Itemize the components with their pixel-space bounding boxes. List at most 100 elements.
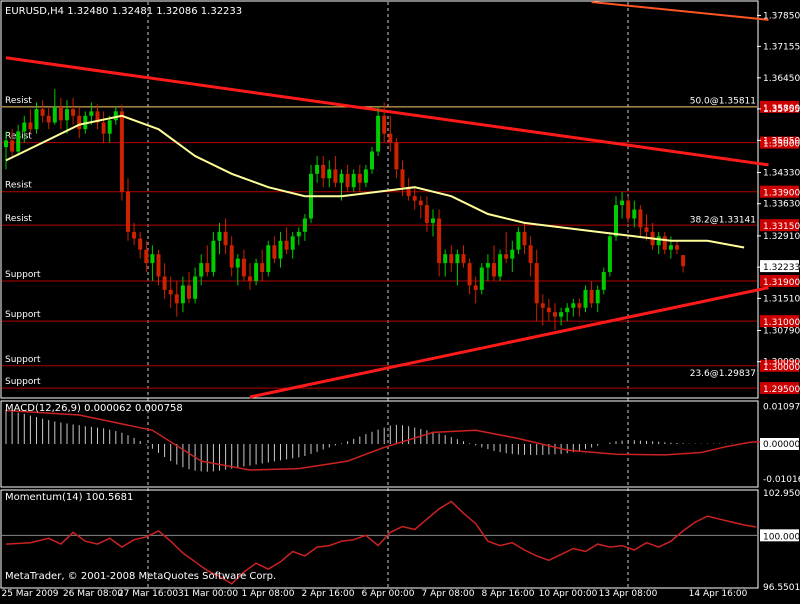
candle-body [370, 151, 374, 170]
candle-body [174, 294, 179, 304]
main-pane-border [0, 0, 759, 399]
candle-body [16, 131, 21, 152]
macd-zero-box [760, 438, 799, 450]
momentum-tick-label: 102.9505 [763, 489, 800, 499]
candle-body [437, 218, 442, 264]
candle-body [601, 272, 606, 290]
candle-body [266, 245, 271, 273]
candle-body [28, 122, 33, 130]
chart-title: EURUSD,H4 1.32480 1.32481 1.32086 1.3223… [5, 6, 242, 17]
x-tick-label: 31 Mar 00:00 [178, 589, 238, 599]
momentum-tick-label: 96.5501 [763, 583, 800, 593]
level-price-text: 1.33150 [763, 222, 800, 232]
level-price-box [760, 382, 799, 395]
candle-body [199, 263, 204, 277]
candle-body [4, 140, 8, 148]
candle-body [302, 218, 307, 232]
level-price-box [760, 185, 799, 198]
credit-text: MetaTrader, © 2001-2008 MetaQuotes Softw… [5, 571, 276, 582]
candle-body [77, 115, 82, 130]
y-tick-label: 1.35050 [763, 136, 800, 146]
candle-body [132, 231, 137, 239]
candle-body [333, 169, 338, 183]
level-price-text: 1.30000 [763, 363, 800, 373]
level-label: Resist [5, 181, 32, 191]
candle-body [71, 109, 76, 116]
level-price-text: 1.29500 [763, 385, 800, 395]
candle-body [235, 258, 240, 268]
candle-body [217, 231, 222, 241]
level-price-box [760, 219, 799, 232]
candle-body [565, 307, 570, 313]
y-tick-label: 1.34330 [763, 168, 800, 178]
candle-body [321, 164, 326, 179]
y-tick-label: 1.31510 [763, 294, 800, 304]
y-tick-label: 1.32910 [763, 232, 800, 242]
trendline [591, 1, 769, 21]
x-tick-label: 8 Apr 16:00 [482, 589, 535, 599]
candle-body [254, 263, 259, 281]
candle-body [614, 205, 618, 237]
candle-body [546, 307, 551, 313]
candle-body [553, 312, 557, 317]
fibonacci-label: 38.2@1.33141 [690, 216, 756, 226]
y-tick-label: 1.35755 [763, 105, 800, 115]
level-price-box [760, 136, 799, 149]
level-price-text: 1.31900 [763, 278, 800, 288]
level-label: Support [5, 377, 41, 387]
momentum-pane-border [0, 489, 759, 589]
candle-body [272, 245, 277, 259]
candle-body [46, 115, 51, 123]
candle-body [577, 303, 582, 308]
level-label: Support [5, 270, 41, 280]
candle-body [363, 169, 368, 183]
candle-body [144, 249, 149, 264]
momentum-indicator [2, 500, 757, 585]
candle-body [376, 115, 381, 152]
candle-body [223, 231, 228, 246]
y-tick-label: 1.30790 [763, 326, 800, 336]
candle-body [40, 109, 45, 116]
candle-body [327, 169, 332, 179]
candle-body [675, 245, 679, 250]
macd-tick-label: 0.010974 [763, 402, 800, 412]
candle-body [345, 173, 350, 188]
moving-average [5, 114, 745, 249]
candle-body [162, 276, 167, 290]
candle-body [681, 255, 686, 267]
candle-body [119, 111, 124, 192]
candle-body [461, 254, 466, 264]
candle-body [668, 245, 673, 250]
x-tick-label: 2 Apr 16:00 [302, 589, 355, 599]
level-price-box [760, 315, 799, 328]
candle-body [473, 285, 478, 290]
candle-body [540, 303, 545, 308]
candle-body [95, 111, 100, 123]
x-tick-label: 27 Mar 16:00 [118, 589, 178, 599]
y-tick-label: 1.37850 [763, 11, 800, 21]
candle-body [150, 254, 155, 264]
fibonacci-label: 50.0@1.35811 [690, 96, 756, 106]
trendline [249, 286, 769, 399]
macd-signal-line [5, 409, 769, 471]
candle-body [339, 173, 344, 183]
candle-body [595, 289, 600, 304]
candle-body [479, 267, 484, 290]
momentum-tick-label: 100.0000 [763, 532, 800, 542]
y-tick-label: 1.33630 [763, 200, 800, 210]
momentum-title: Momentum(14) 100.5681 [5, 492, 133, 503]
fibonacci-label: 23.6@1.29837 [690, 369, 756, 379]
x-tick-label: 6 Apr 00:00 [362, 589, 415, 599]
momentum-base-box [760, 529, 799, 542]
vertical-grid [147, 2, 629, 588]
horizontal-levels: Resist1.35800Resist1.35000Resist1.33900R… [2, 96, 800, 395]
candle-body [638, 209, 643, 228]
level-label: Resist [5, 214, 32, 224]
candle-body [406, 187, 411, 197]
x-tick-label: 26 Mar 08:00 [63, 589, 123, 599]
candle-body [187, 285, 191, 299]
macd-indicator [5, 409, 769, 472]
